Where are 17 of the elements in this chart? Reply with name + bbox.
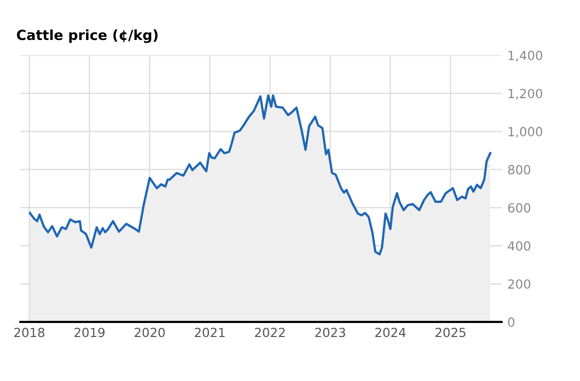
x-tick-label: 2025	[436, 328, 466, 338]
y-tick-label: 0	[508, 317, 514, 327]
x-tick-label: 2023	[315, 328, 346, 338]
chart-title: Cattle price (¢/kg)	[16, 29, 158, 43]
x-tick-label: 2024	[375, 328, 406, 338]
y-tick-label: 600	[508, 203, 530, 213]
y-tick-label: 1,000	[508, 126, 542, 138]
y-tick-label: 400	[508, 241, 530, 251]
y-tick-label: 200	[508, 279, 530, 289]
x-tick-label: 2022	[255, 328, 285, 338]
y-tick-label: 800	[508, 165, 530, 174]
x-tick-label: 2021	[194, 328, 225, 338]
y-tick-label: 1,200	[508, 88, 542, 100]
x-tick-label: 2019	[74, 328, 105, 338]
y-tick-label: 1,400	[508, 50, 542, 62]
x-tick-label: 2018	[14, 328, 44, 338]
x-tick-label: 2020	[134, 328, 165, 338]
